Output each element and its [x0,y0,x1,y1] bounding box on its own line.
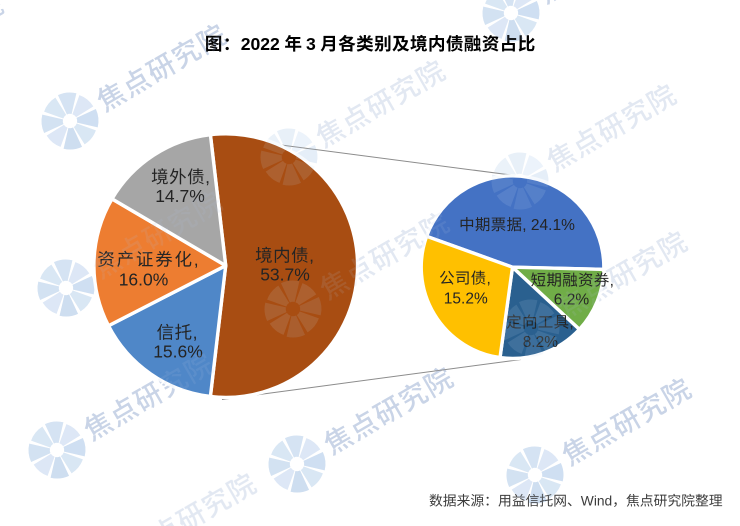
svg-text:,: , [194,250,199,270]
svg-text:2022: 2022 [241,34,280,54]
svg-text:53.7%: 53.7% [260,265,310,285]
svg-text:3: 3 [306,34,316,54]
svg-text:, 24.1%: , 24.1% [522,217,575,234]
svg-text:,: , [205,167,210,187]
svg-text:,: , [569,315,573,332]
svg-text:16.0%: 16.0% [119,270,169,290]
svg-text:15.6%: 15.6% [153,342,203,362]
svg-text:Wind: Wind [581,494,612,509]
svg-text:15.2%: 15.2% [444,291,488,308]
svg-text:,: , [487,271,491,288]
svg-text:,: , [193,323,198,343]
svg-text:,: , [309,246,314,266]
